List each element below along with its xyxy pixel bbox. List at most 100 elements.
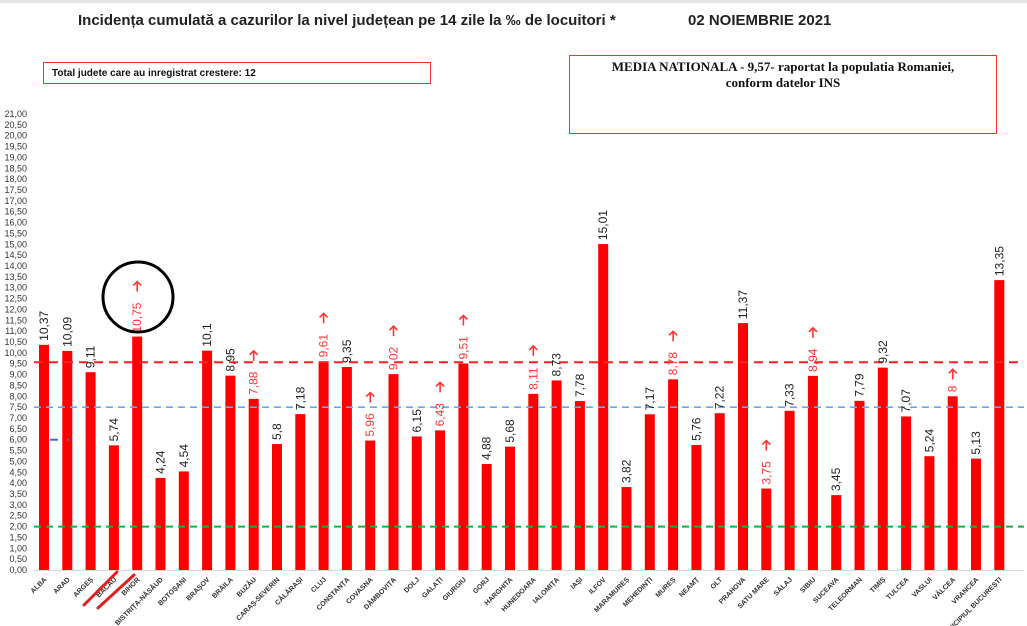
category-label: ALBA xyxy=(30,576,49,595)
y-tick-label: 9,00 xyxy=(9,370,27,380)
value-label: 8,95 xyxy=(223,348,237,372)
y-tick-label: 13,50 xyxy=(4,272,27,282)
y-tick-label: 20,00 xyxy=(4,131,27,141)
category-label: TIMIȘ xyxy=(869,576,887,594)
value-label: 15,01 xyxy=(596,210,610,240)
bar xyxy=(807,375,818,570)
value-label: 7,17 xyxy=(643,387,657,411)
y-tick-label: 16,50 xyxy=(4,207,27,217)
bar xyxy=(388,374,399,570)
annotation-circle xyxy=(101,260,175,334)
value-label: 8 xyxy=(946,385,960,392)
y-tick-label: 5,00 xyxy=(9,456,27,466)
y-tick-label: 6,00 xyxy=(9,435,27,445)
category-label: BACĂU xyxy=(94,575,118,599)
increase-arrow-icon xyxy=(319,312,329,324)
y-tick-label: 18,50 xyxy=(4,163,27,173)
increase-arrow-icon xyxy=(365,391,375,403)
increase-arrow-icon xyxy=(249,349,259,361)
y-tick-label: 14,50 xyxy=(4,250,27,260)
y-tick-label: 1,00 xyxy=(9,543,27,553)
increase-arrow-icon xyxy=(435,381,445,393)
strike-mark xyxy=(96,573,136,610)
category-label: SIBIU xyxy=(799,576,817,594)
increase-arrow-icon xyxy=(528,344,538,356)
value-label: 10,75 xyxy=(130,302,144,332)
value-label: 8,78 xyxy=(666,352,680,376)
value-label: 5,76 xyxy=(689,417,703,441)
category-label: ILFOV xyxy=(588,576,608,596)
category-label: ARAD xyxy=(52,576,71,595)
category-label: OLT xyxy=(710,576,725,591)
bar xyxy=(877,367,888,570)
y-tick-label: 10,00 xyxy=(4,348,27,358)
bar xyxy=(901,416,912,570)
bar xyxy=(155,477,166,570)
bar xyxy=(738,323,748,570)
y-tick-label: 6,50 xyxy=(9,424,27,434)
y-tick-label: 3,00 xyxy=(9,500,27,510)
bar xyxy=(39,344,49,570)
bar xyxy=(225,375,236,570)
bar xyxy=(831,495,842,570)
y-tick-label: 13,00 xyxy=(4,283,27,293)
value-label: 5,24 xyxy=(922,429,936,453)
bar xyxy=(924,456,935,570)
y-tick-label: 21,00 xyxy=(4,109,27,119)
bar xyxy=(551,380,562,570)
category-label: TULCEA xyxy=(885,576,910,601)
bar xyxy=(178,471,189,570)
bar xyxy=(411,436,422,570)
bar xyxy=(248,398,259,570)
y-tick-label: 17,00 xyxy=(4,196,27,206)
value-label: 3,45 xyxy=(829,467,843,491)
bar xyxy=(994,280,1005,570)
y-tick-label: 11,00 xyxy=(5,326,27,336)
y-tick-label: 11,50 xyxy=(5,315,27,325)
increase-arrow-icon xyxy=(132,280,142,292)
bar xyxy=(295,414,306,570)
category-label: IAȘI xyxy=(570,576,585,591)
bar xyxy=(574,401,585,570)
increase-arrow-icon xyxy=(761,439,771,451)
y-tick-label: 16,00 xyxy=(4,218,27,228)
y-tick-label: 3,50 xyxy=(9,489,27,499)
value-label: 5,68 xyxy=(503,419,517,443)
category-label: BRAȘOV xyxy=(185,576,211,602)
y-tick-label: 8,00 xyxy=(9,391,27,401)
bar xyxy=(761,488,772,570)
value-label: 9,35 xyxy=(340,339,354,363)
legend-marker-dot xyxy=(67,438,69,441)
y-tick-label: 19,00 xyxy=(4,152,27,162)
increase-count-text: Total judete care au inregistrat crester… xyxy=(52,68,256,79)
category-label: GIURGIU xyxy=(442,576,468,602)
value-label: 6,15 xyxy=(410,409,424,433)
bar xyxy=(435,430,446,570)
category-label: VASLUI xyxy=(911,576,934,599)
value-label: 7,18 xyxy=(293,386,307,410)
bar xyxy=(341,366,352,570)
bar xyxy=(971,458,981,570)
value-label: 8,94 xyxy=(806,348,820,372)
category-label: BRĂILA xyxy=(210,575,235,600)
value-label: 7,07 xyxy=(899,389,913,413)
category-label: GORJ xyxy=(472,576,491,595)
value-label: 5,13 xyxy=(969,431,983,455)
bar xyxy=(947,396,958,570)
y-tick-label: 2,00 xyxy=(9,522,27,532)
value-label: 11,37 xyxy=(736,290,750,319)
category-label: BUZĂU xyxy=(234,575,258,599)
strike-mark xyxy=(82,570,119,607)
y-tick-label: 12,50 xyxy=(4,294,27,304)
y-tick-label: 7,50 xyxy=(9,402,27,412)
national-average-box: MEDIA NATIONALA - 9,57- raportat la popu… xyxy=(569,55,997,134)
bar xyxy=(365,440,376,570)
value-label: 5,74 xyxy=(107,418,121,442)
bar xyxy=(272,444,282,570)
value-label: 6,43 xyxy=(433,403,447,427)
y-tick-label: 0,50 xyxy=(9,554,27,564)
category-label: DOLJ xyxy=(403,576,421,594)
y-tick-label: 9,50 xyxy=(9,359,27,369)
y-tick-label: 20,50 xyxy=(4,120,27,130)
bar xyxy=(714,413,725,570)
